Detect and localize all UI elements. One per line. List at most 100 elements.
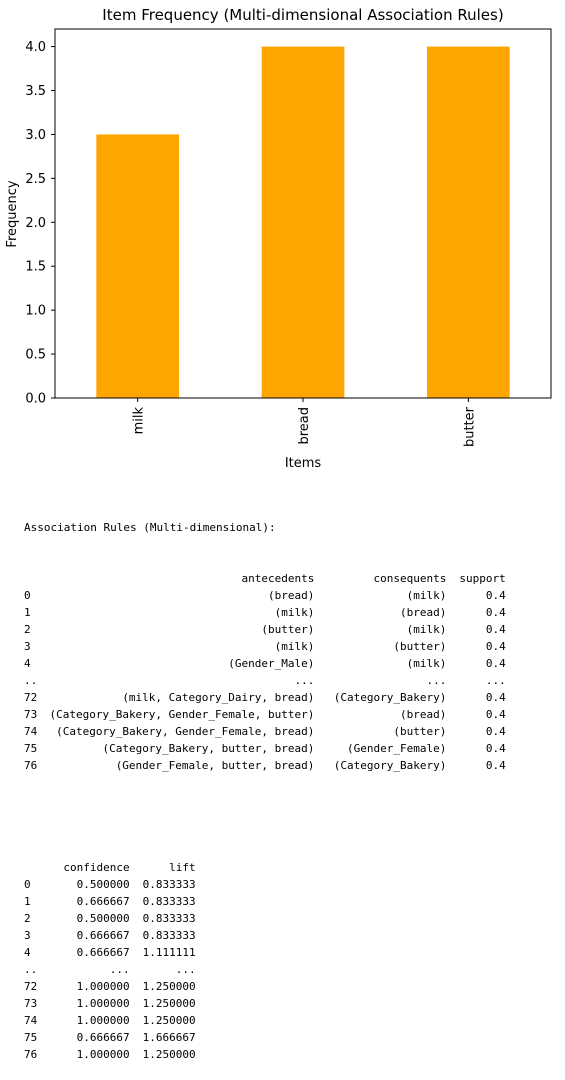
table-cell: 0.833333 bbox=[142, 895, 196, 908]
table-cell: 0.500000 bbox=[76, 878, 130, 891]
x-tick-label: bread bbox=[297, 407, 312, 445]
output-heading: Association Rules (Multi-dimensional): bbox=[24, 521, 276, 534]
table-cell: (milk) bbox=[406, 589, 447, 602]
table-cell: 0.4 bbox=[485, 606, 506, 619]
table-cell: 0.4 bbox=[485, 742, 506, 755]
row-index: 76 bbox=[24, 759, 38, 772]
table-cell: 0.666667 bbox=[76, 929, 130, 942]
table-row: 0 (bread) (milk) 0.4 bbox=[24, 587, 506, 604]
table-header: confidence lift bbox=[24, 859, 506, 876]
table-header: antecedents consequents support bbox=[24, 570, 506, 587]
table-row: 2 0.500000 0.833333 bbox=[24, 910, 506, 927]
row-index: 3 bbox=[24, 640, 31, 653]
row-index: 73 bbox=[24, 997, 38, 1010]
row-index: 74 bbox=[24, 725, 38, 738]
table-row: 2 (butter) (milk) 0.4 bbox=[24, 621, 506, 638]
table-cell: (butter) bbox=[393, 640, 447, 653]
table-row: 4 0.666667 1.111111 bbox=[24, 944, 506, 961]
table-cell: 1.000000 bbox=[76, 1014, 130, 1027]
table-row: 1 0.666667 0.833333 bbox=[24, 893, 506, 910]
table-cell: (Category_Bakery, Gender_Female, butter) bbox=[49, 708, 315, 721]
row-index: 76 bbox=[24, 1048, 38, 1061]
x-tick-label: milk bbox=[132, 407, 147, 435]
table-cell: 0.833333 bbox=[142, 878, 196, 891]
row-index: 74 bbox=[24, 1014, 38, 1027]
table-row: 72 (milk, Category_Dairy, bread) (Category… bbox=[24, 689, 506, 706]
row-index: 72 bbox=[24, 691, 38, 704]
metrics-table: confidence lift 0 0.500000 0.833333 1 0.666667… bbox=[24, 859, 506, 1063]
table-row: 72 1.000000 1.250000 bbox=[24, 978, 506, 995]
column-header: support bbox=[459, 572, 506, 585]
table-cell: 1.250000 bbox=[142, 1014, 196, 1027]
x-axis: milk bread butter bbox=[132, 398, 477, 447]
bar-milk bbox=[96, 134, 179, 398]
y-tick-label: 1.0 bbox=[25, 304, 46, 319]
row-index: .. bbox=[24, 674, 38, 687]
table-cell: 0.666667 bbox=[76, 946, 130, 959]
table-row: 1 (milk) (bread) 0.4 bbox=[24, 604, 506, 621]
table-cell: 0.4 bbox=[485, 640, 506, 653]
table-cell: (Gender_Female, butter, bread) bbox=[115, 759, 315, 772]
table-cell: (bread) bbox=[268, 589, 315, 602]
table-row: 73 1.000000 1.250000 bbox=[24, 995, 506, 1012]
x-axis-label: Items bbox=[285, 456, 322, 471]
y-tick-label: 2.5 bbox=[25, 172, 46, 187]
table-cell: 0.4 bbox=[485, 725, 506, 738]
table-cell: (bread) bbox=[400, 606, 447, 619]
y-axis: 0.0 0.5 1.0 1.5 2.0 2.5 3.0 3.5 4.0 bbox=[25, 40, 55, 407]
table-cell: 0.500000 bbox=[76, 912, 130, 925]
table-cell: 1.000000 bbox=[76, 980, 130, 993]
table-row: 74 (Category_Bakery, Gender_Female, bread… bbox=[24, 723, 506, 740]
table-cell: 0.4 bbox=[485, 759, 506, 772]
row-index: 2 bbox=[24, 623, 31, 636]
row-index: 4 bbox=[24, 657, 31, 670]
table-cell: 0.4 bbox=[485, 623, 506, 636]
table-cell: (butter) bbox=[393, 725, 447, 738]
row-index: 0 bbox=[24, 589, 31, 602]
table-row: 3 0.666667 0.833333 bbox=[24, 927, 506, 944]
row-index: 75 bbox=[24, 1031, 38, 1044]
row-index: 2 bbox=[24, 912, 31, 925]
y-tick-label: 2.0 bbox=[25, 216, 46, 231]
table-cell: (Category_Bakery, butter, bread) bbox=[102, 742, 315, 755]
table-cell: (milk) bbox=[406, 657, 447, 670]
bar-butter bbox=[427, 46, 510, 398]
table-cell: ... bbox=[175, 963, 196, 976]
table-row: 76 1.000000 1.250000 bbox=[24, 1046, 506, 1063]
table-cell: 1.250000 bbox=[142, 980, 196, 993]
row-index: 73 bbox=[24, 708, 38, 721]
blank-line bbox=[24, 808, 506, 825]
table-cell: 0.666667 bbox=[76, 1031, 130, 1044]
table-row: 4 (Gender_Male) (milk) 0.4 bbox=[24, 655, 506, 672]
bar-bread bbox=[261, 46, 345, 398]
table-cell: 1.000000 bbox=[76, 997, 130, 1010]
y-tick-label: 0.0 bbox=[25, 392, 46, 407]
row-index: 1 bbox=[24, 895, 31, 908]
column-header: consequents bbox=[373, 572, 447, 585]
table-cell: 1.111111 bbox=[142, 946, 196, 959]
y-tick-label: 3.0 bbox=[25, 128, 46, 143]
console-output: Association Rules (Multi-dimensional): a… bbox=[24, 485, 506, 1080]
row-index: 0 bbox=[24, 878, 31, 891]
table-cell: 0.4 bbox=[485, 589, 506, 602]
y-tick-label: 4.0 bbox=[25, 40, 46, 55]
table-cell: 0.666667 bbox=[76, 895, 130, 908]
table-cell: 1.250000 bbox=[142, 1048, 196, 1061]
table-row: ........... bbox=[24, 672, 506, 689]
table-row: 75 0.666667 1.666667 bbox=[24, 1029, 506, 1046]
table-cell: ... bbox=[109, 963, 130, 976]
table-cell: (Gender_Female) bbox=[347, 742, 447, 755]
row-index: .. bbox=[24, 963, 38, 976]
table-cell: (Gender_Male) bbox=[228, 657, 315, 670]
table-cell: (milk) bbox=[406, 623, 447, 636]
table-row: 75 (Category_Bakery, butter, bread) (Gende… bbox=[24, 740, 506, 757]
plot-frame bbox=[54, 28, 552, 399]
table-cell: ... bbox=[294, 674, 315, 687]
table-cell: (milk, Category_Dairy, bread) bbox=[122, 691, 315, 704]
table-cell: (butter) bbox=[261, 623, 315, 636]
column-header: confidence bbox=[63, 861, 130, 874]
table-row: 3 (milk) (butter) 0.4 bbox=[24, 638, 506, 655]
table-cell: (Category_Bakery) bbox=[333, 691, 447, 704]
table-cell: 1.666667 bbox=[142, 1031, 196, 1044]
y-tick-label: 0.5 bbox=[25, 348, 46, 363]
